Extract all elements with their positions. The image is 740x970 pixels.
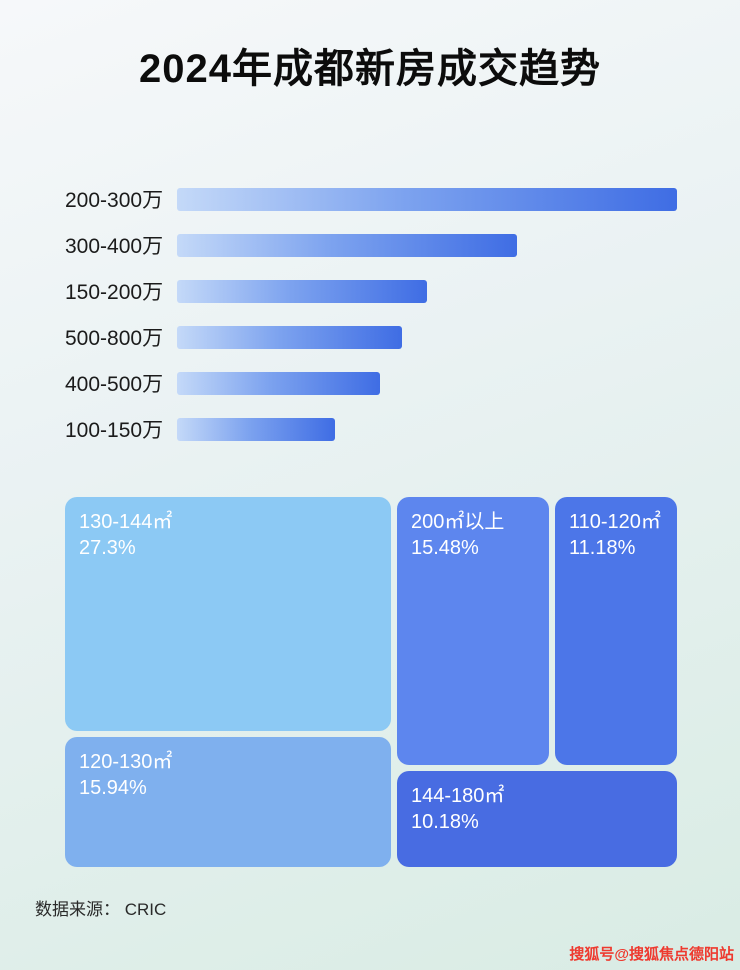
- bar-row: 100-150万: [65, 406, 677, 452]
- bar-category-label: 200-300万: [65, 189, 164, 212]
- bar-category-label: 100-150万: [65, 419, 164, 442]
- treemap-block-value: 15.94%: [79, 777, 147, 799]
- treemap-block-value: 11.18%: [569, 537, 636, 559]
- treemap-block-value: 27.3%: [79, 537, 136, 559]
- page-title: 2024年成都新房成交趋势: [139, 47, 601, 91]
- bar: [177, 187, 677, 211]
- price-range-bar-chart: 200-300万 300-400万 150-200万 500-800万 400-: [65, 176, 677, 452]
- bar-row: 400-500万: [65, 360, 677, 406]
- bar-row: 200-300万: [65, 176, 677, 222]
- bar-track: [177, 233, 677, 257]
- bar-track: [177, 417, 677, 441]
- treemap-block-label: 110-120㎡: [569, 511, 661, 533]
- bar-track: [177, 371, 677, 395]
- treemap-block-label: 120-130㎡: [79, 751, 173, 773]
- treemap-block: 130-144㎡ 27.3%: [65, 497, 391, 731]
- treemap-block-value: 15.48%: [411, 537, 479, 559]
- treemap-block: 200㎡以上 15.48%: [397, 497, 549, 765]
- treemap-block: 144-180㎡ 10.18%: [397, 771, 677, 867]
- bar-row: 500-800万: [65, 314, 677, 360]
- bar-category-label: 500-800万: [65, 327, 164, 350]
- bar-row: 300-400万: [65, 222, 677, 268]
- bar-row: 150-200万: [65, 268, 677, 314]
- bar: [177, 233, 517, 257]
- bar-track: [177, 279, 677, 303]
- treemap-block-value: 10.18%: [411, 811, 479, 833]
- bar-category-label: 400-500万: [65, 373, 164, 396]
- bar: [177, 371, 380, 395]
- bar-track: [177, 325, 677, 349]
- bar: [177, 279, 427, 303]
- treemap-block-label: 130-144㎡: [79, 511, 173, 533]
- treemap-block: 120-130㎡ 15.94%: [65, 737, 391, 867]
- bar-track: [177, 187, 677, 211]
- treemap-block-label: 144-180㎡: [411, 785, 505, 807]
- watermark: 搜狐号@搜狐焦点德阳站: [569, 946, 734, 963]
- bar: [177, 325, 402, 349]
- bar-category-label: 300-400万: [65, 235, 164, 258]
- data-source: 数据来源： CRIC: [35, 900, 167, 919]
- bar-category-label: 150-200万: [65, 281, 164, 304]
- area-share-treemap: 130-144㎡ 27.3% 120-130㎡ 15.94% 200㎡以上 15…: [65, 497, 677, 867]
- treemap-block-label: 200㎡以上: [411, 511, 505, 533]
- treemap-block: 110-120㎡ 11.18%: [555, 497, 677, 765]
- bar: [177, 417, 335, 441]
